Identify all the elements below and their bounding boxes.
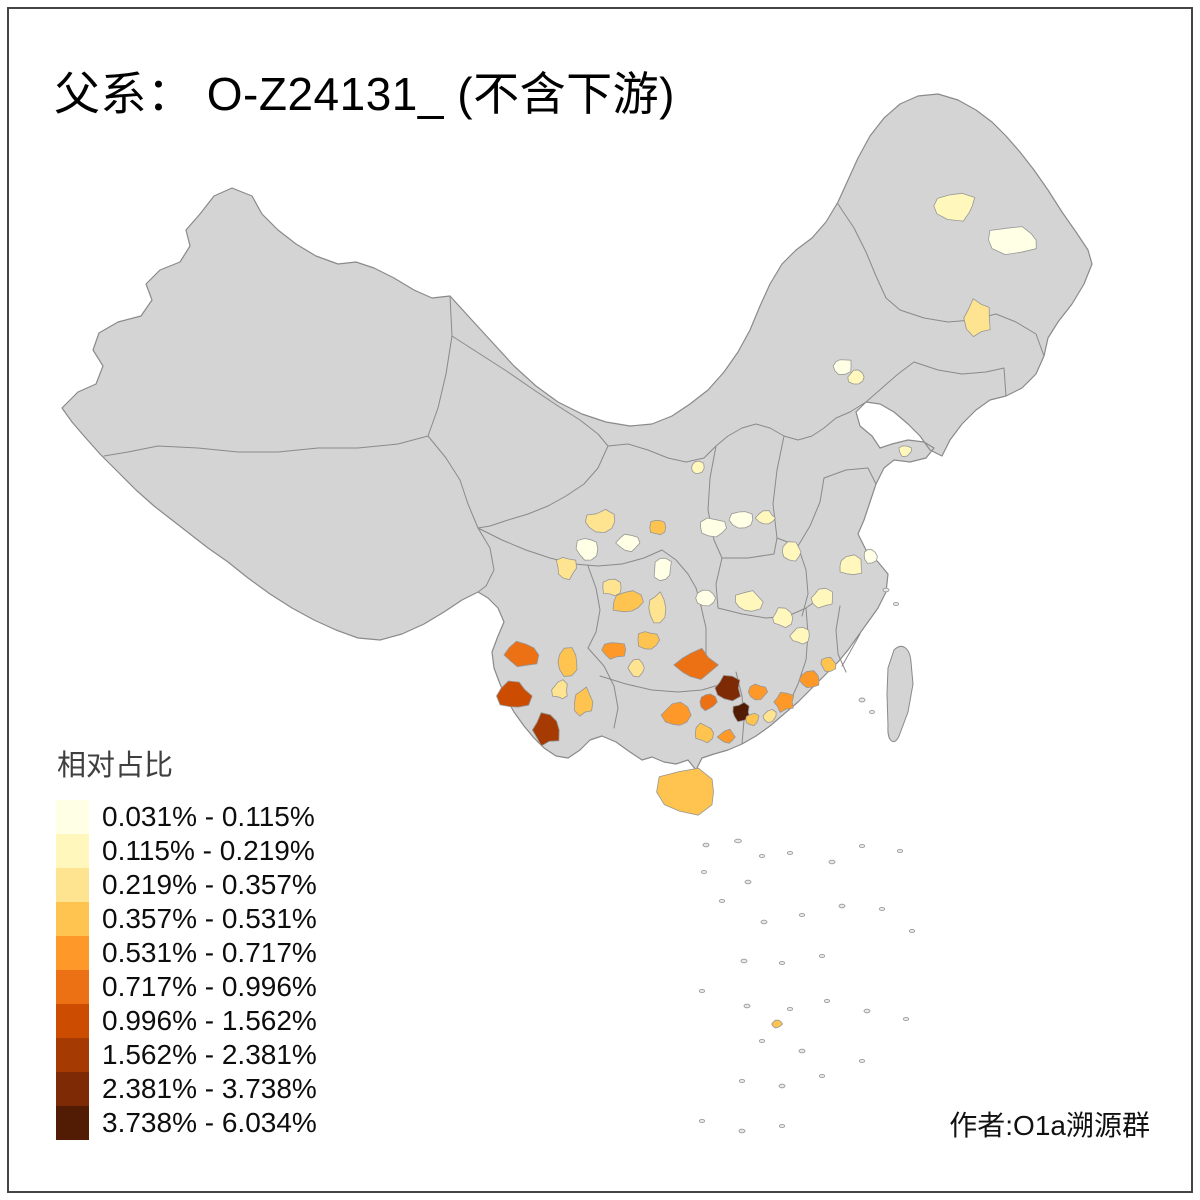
- legend-row: 0.219% - 0.357%: [56, 868, 317, 902]
- south-china-sea-islands: [698, 838, 916, 1134]
- prefecture-region: [660, 701, 692, 726]
- prefecture-region: [694, 722, 714, 744]
- prefecture-region: [988, 226, 1037, 256]
- legend-label: 0.717% - 0.996%: [102, 971, 317, 1002]
- prefecture-region: [673, 647, 719, 680]
- legend-label: 3.738% - 6.034%: [102, 1107, 317, 1138]
- legend-row: 0.531% - 0.717%: [56, 936, 317, 970]
- prefecture-region: [782, 541, 802, 562]
- page-title: 父系： O-Z24131_ (不含下游): [54, 68, 675, 120]
- prefecture-region: [762, 709, 777, 723]
- legend-label: 2.381% - 3.738%: [102, 1073, 317, 1104]
- legend-row: 0.115% - 0.219%: [56, 834, 317, 868]
- prefecture-region: [615, 533, 641, 553]
- credit-text: 作者:O1a溯源群: [949, 1110, 1150, 1141]
- legend-label: 0.996% - 1.562%: [102, 1005, 317, 1036]
- legend-row: 0.717% - 0.996%: [56, 970, 317, 1004]
- prefecture-region: [847, 369, 865, 385]
- legend-label: 0.531% - 0.717%: [102, 937, 317, 968]
- prefecture-region: [716, 728, 736, 744]
- prefecture-region: [612, 590, 644, 613]
- legend-title: 相对占比: [57, 750, 174, 782]
- prefecture-region: [832, 359, 852, 376]
- legend-swatch: [56, 868, 89, 902]
- islands: [698, 587, 916, 1134]
- prefecture-region: [747, 683, 768, 701]
- legend-row: 3.738% - 6.034%: [56, 1106, 317, 1140]
- prefecture-region: [898, 445, 912, 458]
- prefecture-regions: [496, 192, 1037, 1029]
- prefecture-region: [601, 642, 627, 660]
- legend-label: 0.357% - 0.531%: [102, 903, 317, 934]
- legend-label: 0.115% - 0.219%: [102, 835, 315, 866]
- legend-swatch: [56, 800, 89, 834]
- prefecture-region: [649, 519, 667, 536]
- prefecture-region: [551, 679, 568, 700]
- prefecture-region: [863, 549, 878, 564]
- legend: 相对占比 0.031% - 0.115% 0.115% - 0.219% 0.219…: [56, 742, 317, 1140]
- prefecture-region: [789, 627, 810, 645]
- legend-swatch: [56, 1038, 89, 1072]
- prefecture-region: [648, 591, 667, 624]
- prefecture-region: [745, 712, 760, 726]
- prefecture-region: [575, 538, 599, 561]
- prefecture-region: [772, 607, 794, 628]
- china-base-shape: [61, 93, 1093, 771]
- legend-rows: 0.031% - 0.115% 0.115% - 0.219% 0.219% - 0…: [56, 800, 317, 1140]
- island-speck: [893, 601, 899, 607]
- legend-row: 0.996% - 1.562%: [56, 1004, 317, 1038]
- prefecture-region: [754, 510, 776, 525]
- prefecture-region: [627, 658, 645, 678]
- china-mainland: [61, 93, 1093, 771]
- prefecture-region: [820, 656, 837, 672]
- prefecture-region: [602, 578, 622, 597]
- prefecture-region: [503, 640, 540, 668]
- island-speck: [882, 587, 890, 593]
- legend-swatch: [56, 1106, 89, 1140]
- prefecture-region: [585, 508, 616, 533]
- prefecture-region: [810, 587, 833, 609]
- island-speck: [869, 709, 875, 715]
- prefecture-region: [532, 712, 560, 747]
- island-speck: [858, 697, 866, 703]
- prefecture-region: [714, 675, 741, 702]
- prefecture-region: [574, 686, 594, 717]
- prefecture-region: [933, 192, 976, 222]
- legend-swatch: [56, 1072, 89, 1106]
- prefecture-region: [963, 298, 991, 338]
- prefecture-region: [798, 670, 820, 688]
- legend-swatch: [56, 1004, 89, 1038]
- legend-label: 0.219% - 0.357%: [102, 869, 317, 900]
- prefecture-region: [771, 1019, 783, 1029]
- prefecture-region: [728, 511, 754, 529]
- legend-label: 0.031% - 0.115%: [102, 801, 315, 832]
- prefecture-region: [699, 693, 718, 712]
- legend-row: 1.562% - 2.381%: [56, 1038, 317, 1072]
- prefecture-region: [557, 647, 578, 677]
- prefecture-region: [691, 460, 705, 474]
- prefecture-region: [653, 557, 672, 582]
- prefecture-region: [656, 767, 714, 816]
- prefecture-region: [734, 590, 764, 612]
- legend-swatch: [56, 834, 89, 868]
- legend-swatch: [56, 902, 89, 936]
- prefecture-region: [839, 554, 863, 576]
- legend-row: 2.381% - 3.738%: [56, 1072, 317, 1106]
- prefecture-region: [555, 557, 577, 581]
- legend-swatch: [56, 970, 89, 1004]
- legend-row: 0.031% - 0.115%: [56, 800, 317, 834]
- prefecture-region: [773, 691, 795, 713]
- prefecture-region: [637, 631, 660, 650]
- legend-row: 0.357% - 0.531%: [56, 902, 317, 936]
- prefecture-region: [700, 517, 727, 538]
- taiwan-island: [886, 646, 914, 743]
- legend-label: 1.562% - 2.381%: [102, 1039, 317, 1070]
- prefecture-region: [496, 680, 533, 708]
- prefecture-region: [695, 589, 716, 607]
- legend-swatch: [56, 936, 89, 970]
